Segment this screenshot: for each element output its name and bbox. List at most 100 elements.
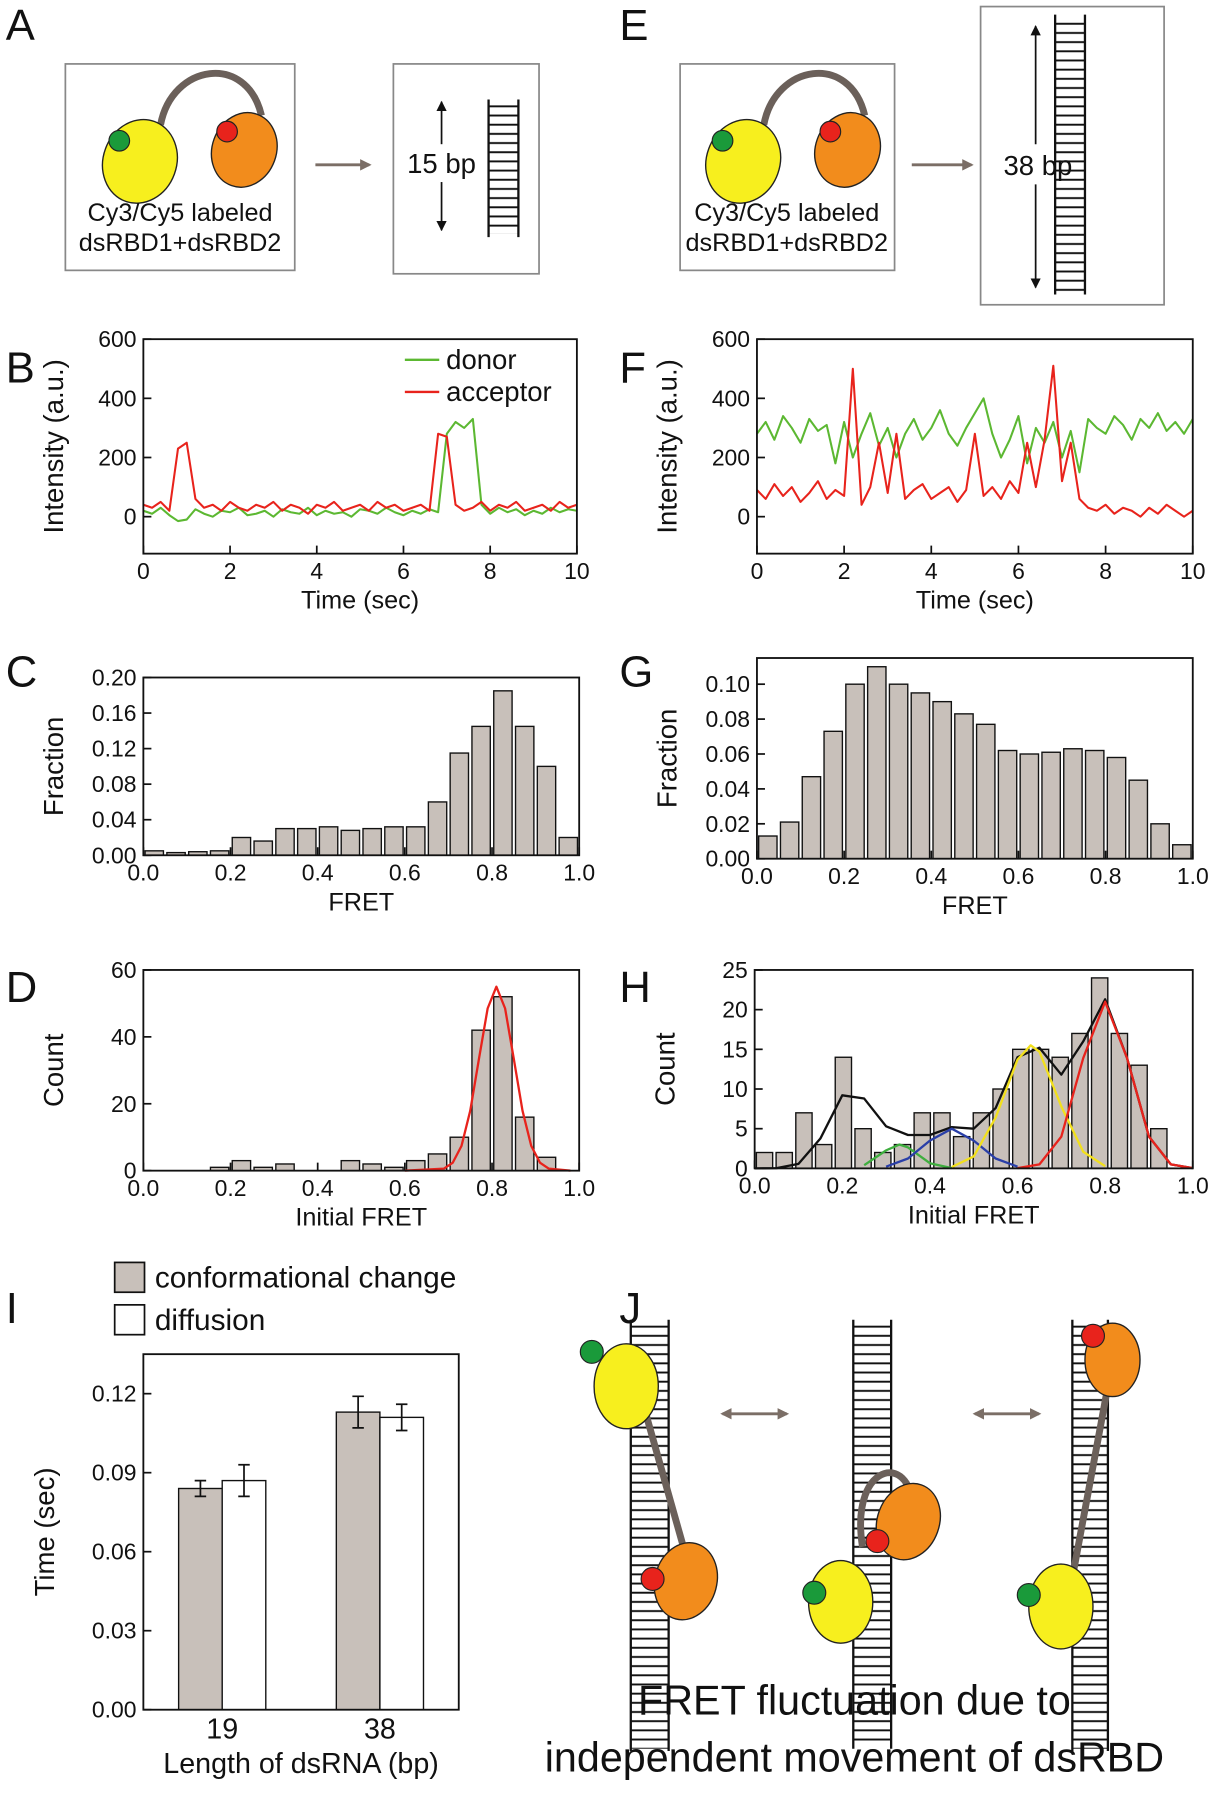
bar [997,749,1018,860]
bar [275,827,295,856]
bar [952,1135,971,1170]
bar [340,829,361,856]
bar [755,1151,774,1170]
axes-frame [756,657,1194,860]
x-tick-label: 1.0 [1177,863,1209,889]
error-bar [194,1479,207,1498]
linker [641,1408,689,1553]
bar [1128,779,1149,860]
rungs [1055,16,1085,293]
y-tick-label: 5 [735,1116,748,1142]
bar [449,752,470,856]
fit-curve [951,1044,1106,1169]
x-tick-label: 0 [751,558,764,584]
dsrbd2 [814,112,882,188]
fit-curve [885,1127,1018,1168]
bar [910,692,931,860]
x-tick-label: 0.8 [1090,863,1122,889]
x-tick-label: 0.4 [915,863,947,889]
dsrbd1 [1028,1563,1094,1650]
y-axis-label: Time (sec) [29,1467,60,1596]
axes-frame [142,676,581,857]
diagram-label: dsRBD1+dsRBD2 [685,229,888,257]
bar [1019,753,1040,860]
y-tick-label: 0.03 [92,1618,137,1644]
bar [427,801,448,856]
y-tick-label: 60 [111,957,137,983]
bar [1106,756,1127,860]
x-tick-label: 0.8 [476,1175,508,1201]
bar [779,821,800,860]
legend-label: diffusion [155,1304,265,1337]
y-tick-label: 0.12 [92,736,137,762]
y-tick-label: 200 [98,445,136,471]
cy5-dye [865,1529,890,1554]
bar [362,827,383,856]
bar [318,826,339,856]
bar [493,996,513,1172]
diagram-e: Cy3/Cy5 labeled dsRBD1+dsRBD2 38 bp [679,5,1165,306]
bar [221,1479,267,1711]
linker [1068,1385,1112,1579]
axes-frame [142,1353,460,1711]
cy3-dye [711,129,734,152]
caption: FRET fluctuation due to [638,1677,1071,1723]
y-tick-label: 0.16 [92,700,137,726]
x-tick-label: 0.0 [127,860,159,886]
x-tick-label: 0.0 [127,1175,159,1201]
bar [1172,844,1192,860]
x-tick-label: 1.0 [563,860,595,886]
x-tick-label: 0.6 [1003,863,1035,889]
axes-frame [753,969,1194,1170]
chart: 0.00 0.03 0.06 0.09 0.12 Length of dsRNA (bp)… [29,1261,460,1780]
panel-label: A [6,2,35,50]
x-tick-label: 0.4 [914,1173,946,1199]
cy5-dye [216,120,238,143]
bar [362,1163,383,1172]
y-tick-label: 0.08 [92,771,137,797]
y-tick-label: 15 [722,1036,748,1062]
x-tick-label: 0.4 [302,1175,334,1201]
y-tick-label: 0.12 [92,1381,137,1407]
chart: 0 5 10 15 20 25 0.0 0.2 0.4 0.6 0.8 1.0 Initial FRET… [649,957,1208,1229]
diagram-label: Cy3/Cy5 labeled [694,199,879,227]
x-tick-label: 4 [925,558,938,584]
y-tick-label: 400 [712,385,750,411]
y-tick-label: 20 [722,997,748,1023]
panel-label: D [6,964,37,1012]
y-axis-label: Fraction [38,717,69,816]
y-axis-label: Intensity (a.u.) [38,359,69,533]
cy5-dye [640,1566,665,1592]
legend-label: donor [446,344,516,375]
chart: 0 200 400 600 0 2 4 6 8 10 Time (sec) Intensity (a.… [652,326,1206,614]
x-tick-label: 0.6 [389,1175,421,1201]
y-tick-label: 0 [124,1158,137,1184]
y-tick-label: 10 [722,1076,748,1102]
bar [1063,748,1083,860]
linker [157,69,265,126]
y-tick-label: 20 [111,1091,137,1117]
chart: 0 20 40 60 0.0 0.2 0.4 0.6 0.8 1.0 Initial FRET Cou… [38,957,595,1232]
panel-label: F [619,345,646,393]
trace [756,397,1194,474]
y-axis-label: Count [649,1032,680,1106]
x-tick-label: 38 [364,1713,396,1745]
y-axis-label: Fraction [652,709,683,808]
bar [493,690,513,856]
y-tick-label: 0.06 [705,741,750,767]
bar [514,725,535,856]
x-tick-label: 6 [397,558,410,584]
bar [340,1159,361,1172]
bar [814,1143,833,1170]
trace [143,432,578,515]
x-tick-label: 0.6 [1002,1173,1034,1199]
y-tick-label: 0.02 [705,811,750,837]
bar [296,827,317,856]
x-tick-label: 8 [484,558,497,584]
legend-label: conformational change [155,1262,456,1295]
x-axis-label: Initial FRET [295,1204,427,1232]
diagram-label: dsRBD1+dsRBD2 [79,229,282,257]
bar [932,700,953,860]
fit-curve [1017,1000,1193,1170]
